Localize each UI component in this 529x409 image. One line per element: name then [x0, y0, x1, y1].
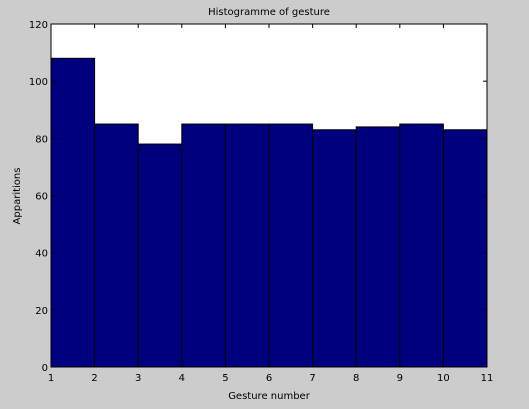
x-tick-label-6: 6 — [266, 373, 272, 384]
histogram-bar-4 — [181, 123, 226, 368]
y-tick-label-40: 40 — [35, 249, 48, 260]
histogram-bar-6 — [268, 123, 314, 368]
histogram-bar-2 — [94, 123, 139, 368]
histogram-bar-3 — [137, 143, 183, 368]
x-tick-label-7: 7 — [309, 373, 315, 384]
y-axis-label: Apparitions — [12, 168, 23, 225]
x-tick-label-11: 11 — [481, 373, 494, 384]
histogram-bar-5 — [224, 123, 270, 368]
x-axis-ticks: 1 2 3 4 5 6 7 8 9 10 11 — [48, 24, 494, 384]
y-axis-ticks: 0 20 40 60 80 100 120 — [29, 20, 487, 374]
histogram-bar-7 — [312, 129, 357, 368]
x-tick-label-1: 1 — [48, 373, 54, 384]
chart-title: Histogramme of gesture — [208, 7, 330, 18]
histogram-bar-9 — [399, 123, 444, 368]
y-tick-label-120: 120 — [29, 20, 48, 31]
y-tick-label-60: 60 — [35, 192, 48, 203]
x-tick-label-10: 10 — [437, 373, 450, 384]
x-axis-label: Gesture number — [228, 391, 311, 402]
histogram-bar-10 — [442, 129, 488, 368]
y-tick-label-20: 20 — [35, 306, 48, 317]
x-tick-label-9: 9 — [397, 373, 403, 384]
x-tick-label-3: 3 — [135, 373, 141, 384]
histogram-bar-1 — [50, 57, 96, 368]
y-tick-label-100: 100 — [29, 77, 48, 88]
x-tick-label-5: 5 — [222, 373, 228, 384]
y-tick-label-0: 0 — [42, 363, 48, 374]
histogram-bar-8 — [355, 126, 401, 368]
x-tick-label-4: 4 — [179, 373, 185, 384]
x-tick-label-2: 2 — [91, 373, 97, 384]
x-tick-label-8: 8 — [353, 373, 359, 384]
bars-group — [50, 57, 488, 368]
y-tick-label-80: 80 — [35, 134, 48, 145]
